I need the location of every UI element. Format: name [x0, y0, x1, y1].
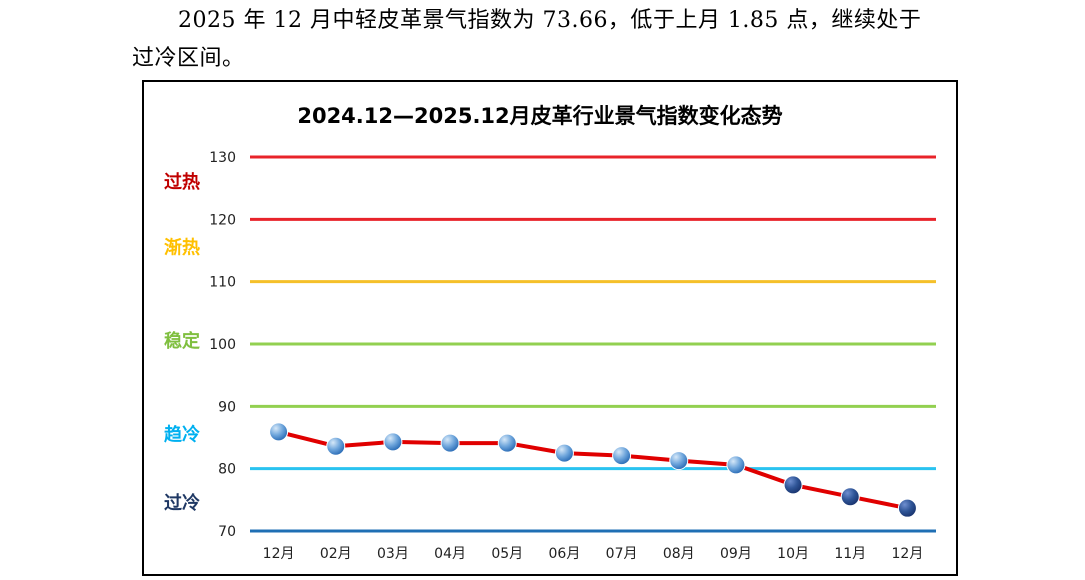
x-tick-label: 12月 [892, 546, 924, 562]
x-tick-label: 10月 [777, 546, 809, 562]
data-point [326, 436, 346, 456]
x-tick-label: 09月 [720, 546, 752, 562]
data-point [669, 451, 689, 471]
chart-frame: 2024.12—2025.12月皮革行业景气指数变化态势 70 80 90 100 11… [142, 80, 958, 576]
x-tick-label: 02月 [320, 546, 352, 562]
y-tick-label: 80 [218, 462, 236, 478]
data-point [497, 433, 517, 453]
x-tick-label: 07月 [606, 546, 638, 562]
y-tick-label: 70 [218, 524, 236, 540]
data-point [612, 446, 632, 466]
y-tick-label: 130 [209, 150, 236, 166]
data-point [897, 498, 917, 518]
y-tick-label: 100 [209, 337, 236, 353]
reference-lines [250, 155, 936, 533]
zone-label: 趋冷 [164, 423, 200, 445]
series-line [278, 429, 908, 511]
zone-label: 过热 [164, 171, 200, 193]
data-point [383, 432, 403, 452]
data-point [440, 433, 460, 453]
data-point [840, 487, 860, 507]
data-point [783, 475, 803, 495]
paragraph-line-2: 过冷区间。 [132, 46, 245, 71]
y-axis-ticks: 70 80 90 100 110 120 130 [209, 150, 236, 540]
data-point [554, 443, 574, 463]
data-point [726, 455, 746, 475]
zone-label: 渐热 [164, 236, 200, 258]
data-markers [269, 422, 917, 518]
zone-label: 稳定 [164, 330, 200, 352]
x-tick-label: 08月 [663, 546, 695, 562]
paragraph-line-1: 2025 年 12 月中轻皮革景气指数为 73.66，低于上月 1.85 点，继… [178, 8, 922, 33]
y-tick-label: 120 [209, 212, 236, 228]
x-tick-label: 03月 [377, 546, 409, 562]
line-chart: 2024.12—2025.12月皮革行业景气指数变化态势 70 80 90 100 11… [164, 104, 936, 562]
zone-label: 过冷 [164, 492, 200, 514]
x-tick-label: 06月 [549, 546, 581, 562]
x-tick-label: 05月 [491, 546, 523, 562]
intro-paragraph: 2025 年 12 月中轻皮革景气指数为 73.66，低于上月 1.85 点，继… [132, 2, 962, 78]
y-tick-label: 110 [209, 275, 236, 291]
x-tick-label: 12月 [263, 546, 295, 562]
x-axis-ticks: 12月 02月 03月 04月 05月 06月 07月 08月 09月 10月 11月 12月 [263, 546, 924, 562]
y-tick-label: 90 [218, 399, 236, 415]
chart-title: 2024.12—2025.12月皮革行业景气指数变化态势 [297, 104, 782, 128]
x-tick-label: 11月 [834, 546, 866, 562]
data-point [269, 422, 289, 442]
x-tick-label: 04月 [434, 546, 466, 562]
